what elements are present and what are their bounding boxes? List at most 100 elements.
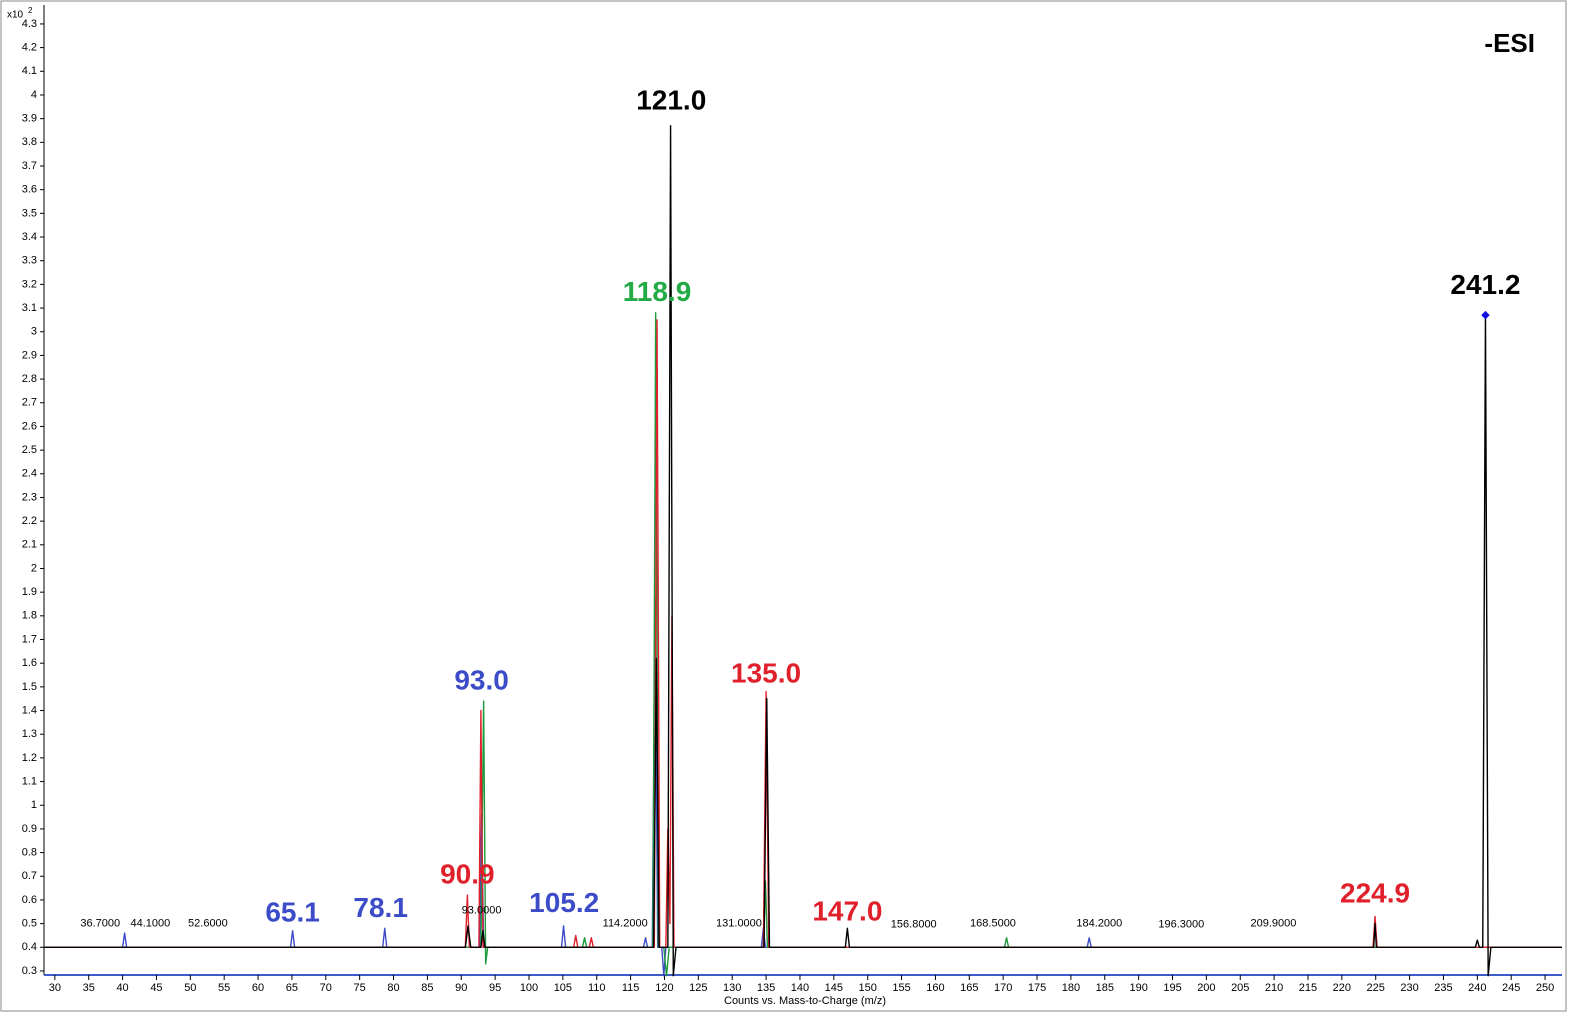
x-tick-label: 80: [387, 982, 399, 994]
x-tick-label: 30: [49, 982, 61, 994]
y-tick-label: 3.6: [22, 184, 37, 196]
x-tick-label: 60: [252, 982, 264, 994]
y-tick-label: 2: [31, 562, 37, 574]
y-tick-label: 2.6: [22, 420, 37, 432]
y-tick-label: 1.4: [22, 704, 37, 716]
y-tick-label: 0.5: [22, 918, 37, 930]
y-tick-label: 4.2: [22, 42, 37, 54]
x-tick-label: 135: [757, 982, 775, 994]
y-tick-label: 3.2: [22, 278, 37, 290]
x-tick-label: 160: [926, 982, 944, 994]
y-tick-label: 2.7: [22, 397, 37, 409]
x-tick-label: 210: [1265, 982, 1283, 994]
x-tick-label: 200: [1197, 982, 1215, 994]
spectrum-line: [44, 125, 1562, 977]
y-tick-label: 2.2: [22, 515, 37, 527]
x-tick-label: 65: [286, 982, 298, 994]
peak-label-small: 93.0000: [462, 905, 502, 917]
y-tick-label: 3.1: [22, 302, 37, 314]
x-tick-label: 185: [1096, 982, 1114, 994]
peak-label: 241.2: [1450, 269, 1520, 300]
y-tick-label: 1.2: [22, 752, 37, 764]
x-tick-label: 105: [554, 982, 572, 994]
y-tick-label: 1.6: [22, 657, 37, 669]
y-tick-label: 1.7: [22, 633, 37, 645]
x-tick-label: 240: [1468, 982, 1486, 994]
peak-label: 65.1: [265, 897, 320, 928]
y-tick-label: 2.1: [22, 539, 37, 551]
y-tick-label: 3.9: [22, 113, 37, 125]
x-tick-label: 220: [1333, 982, 1351, 994]
y-tick-label: 1.3: [22, 728, 37, 740]
x-tick-label: 250: [1536, 982, 1554, 994]
y-tick-label: 0.8: [22, 847, 37, 859]
x-tick-label: 205: [1231, 982, 1249, 994]
x-tick-label: 120: [655, 982, 673, 994]
peak-label-small: 36.7000: [80, 918, 120, 930]
x-tick-label: 145: [825, 982, 843, 994]
x-tick-label: 55: [218, 982, 230, 994]
x-tick-label: 245: [1502, 982, 1520, 994]
y-tick-label: 2.5: [22, 444, 37, 456]
x-tick-label: 180: [1062, 982, 1080, 994]
y-scale-base: x10: [7, 10, 24, 21]
x-tick-label: 175: [1028, 982, 1046, 994]
peak-label-small: 156.8000: [891, 919, 937, 931]
peak-label: 135.0: [731, 657, 801, 688]
x-tick-label: 215: [1299, 982, 1317, 994]
x-tick-label: 125: [689, 982, 707, 994]
x-tick-label: 170: [994, 982, 1012, 994]
x-tick-label: 90: [455, 982, 467, 994]
peak-label-small: 114.2000: [603, 918, 648, 930]
x-tick-label: 115: [622, 982, 640, 994]
x-tick-label: 35: [83, 982, 95, 994]
peak-label: 224.9: [1340, 878, 1410, 909]
y-tick-label: 3.8: [22, 136, 37, 148]
y-tick-label: 1.8: [22, 610, 37, 622]
y-tick-label: 4.3: [22, 18, 37, 30]
y-tick-label: 0.9: [22, 823, 37, 835]
peak-label-small: 44.1000: [130, 918, 170, 930]
y-scale-exponent: 2: [28, 6, 33, 15]
peak-label-small: 168.5000: [970, 918, 1016, 930]
x-tick-label: 130: [723, 982, 741, 994]
y-tick-label: 2.4: [22, 468, 37, 480]
x-tick-label: 150: [859, 982, 877, 994]
x-tick-label: 140: [791, 982, 809, 994]
y-tick-label: 4.1: [22, 65, 37, 77]
x-tick-label: 225: [1367, 982, 1385, 994]
y-tick-label: 3: [31, 326, 37, 338]
y-tick-label: 1: [31, 799, 37, 811]
peak-label: 93.0: [454, 665, 509, 696]
x-tick-label: 40: [116, 982, 128, 994]
peak-label-small: 184.2000: [1076, 918, 1122, 930]
x-tick-label: 165: [960, 982, 978, 994]
peak-label: 90.9: [440, 859, 495, 890]
peak-label-small: 209.9000: [1250, 918, 1296, 930]
y-tick-label: 2.8: [22, 373, 37, 385]
peak-label-small: 131.0000: [716, 918, 762, 930]
y-tick-label: 1.9: [22, 586, 37, 598]
y-tick-label: 4: [31, 89, 37, 101]
peak-label: 78.1: [353, 892, 408, 923]
x-tick-label: 50: [184, 982, 196, 994]
x-tick-label: 95: [489, 982, 501, 994]
frame: [0, 0, 1567, 1012]
peak-label-small: 196.3000: [1158, 919, 1204, 931]
x-tick-label: 70: [320, 982, 332, 994]
x-axis-label: Counts vs. Mass-to-Charge (m/z): [724, 995, 886, 1007]
y-tick-label: 0.6: [22, 894, 37, 906]
mode-label: -ESI: [1484, 28, 1535, 58]
x-tick-label: 75: [354, 982, 366, 994]
y-tick-label: 0.7: [22, 870, 37, 882]
peak-label-small: 52.6000: [188, 918, 228, 930]
x-tick-label: 45: [150, 982, 162, 994]
y-tick-label: 2.3: [22, 491, 37, 503]
x-tick-label: 110: [588, 982, 606, 994]
y-tick-label: 0.3: [22, 965, 37, 977]
x-tick-label: 100: [520, 982, 538, 994]
y-tick-label: 0.4: [22, 941, 37, 953]
y-tick-label: 3.5: [22, 207, 37, 219]
peak-label: 147.0: [812, 895, 882, 926]
x-tick-label: 230: [1400, 982, 1418, 994]
